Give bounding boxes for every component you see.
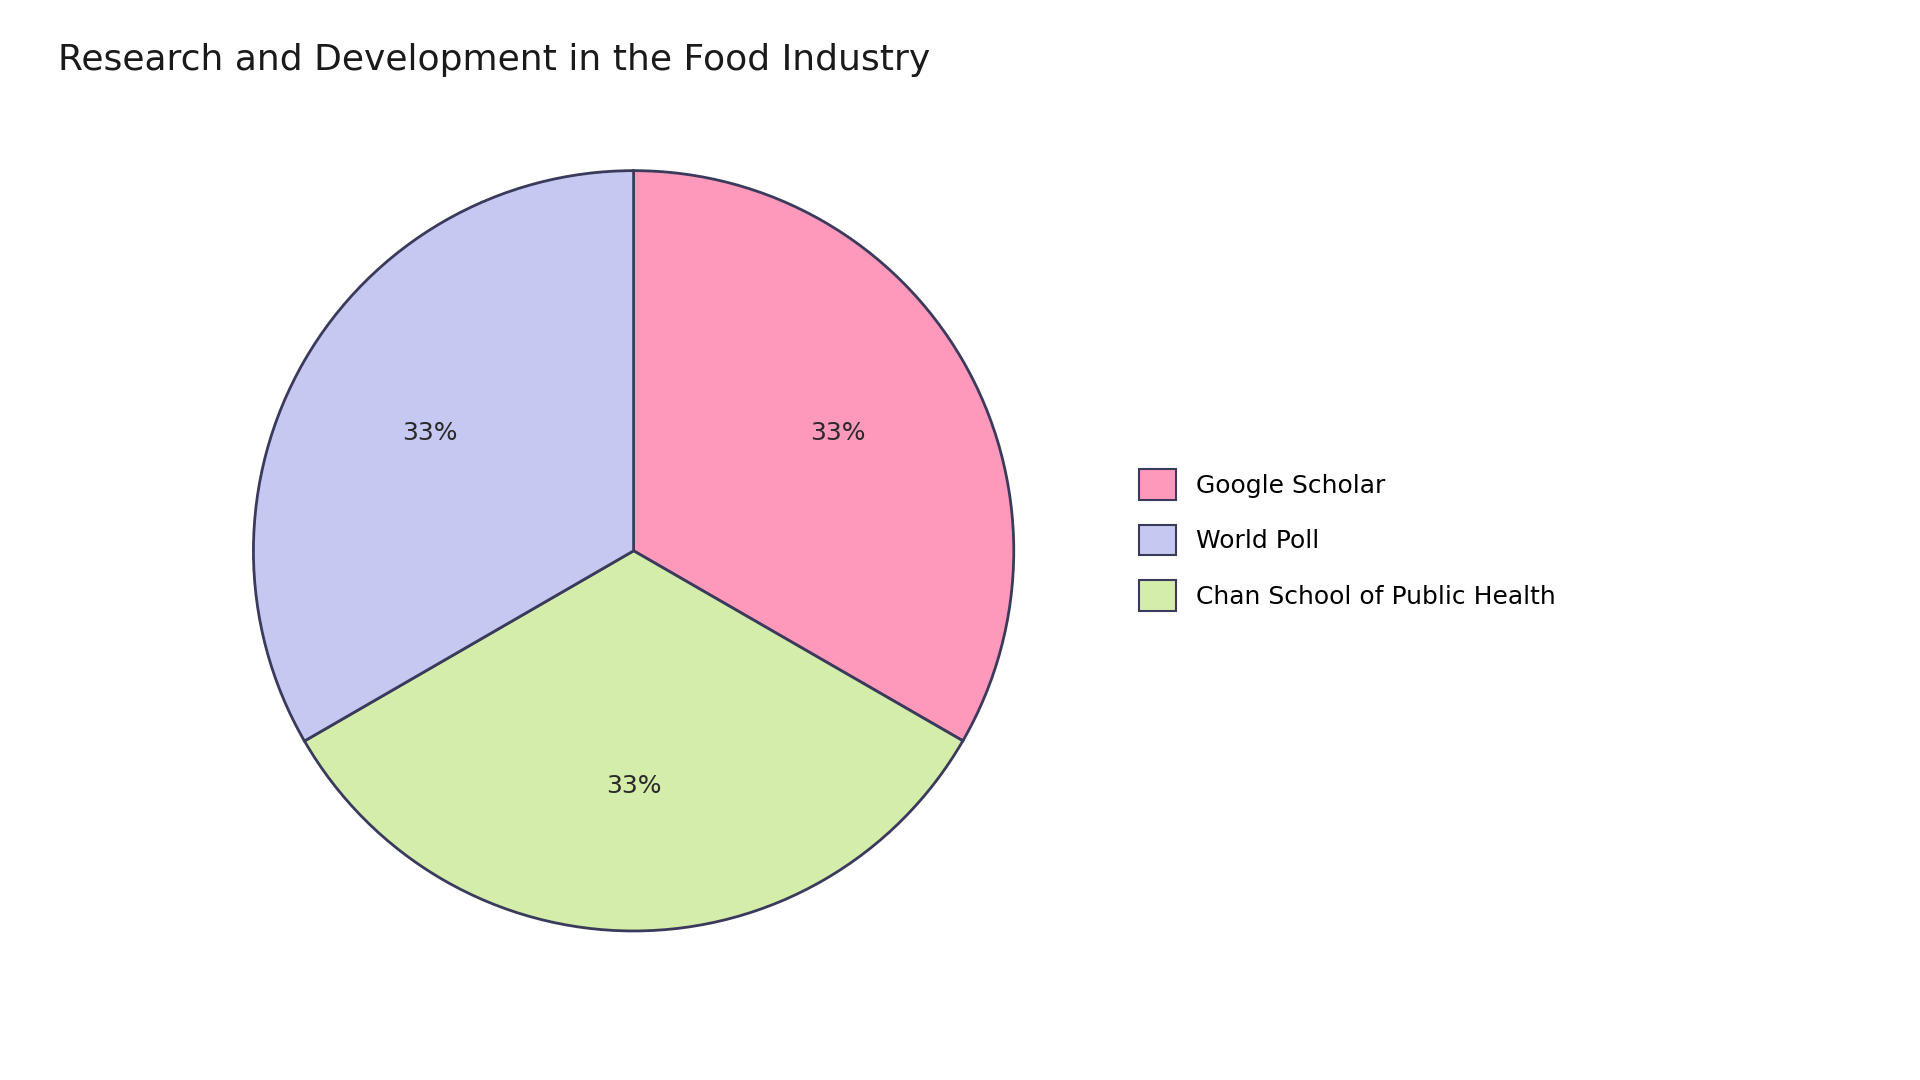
Wedge shape (305, 551, 962, 931)
Legend: Google Scholar, World Poll, Chan School of Public Health: Google Scholar, World Poll, Chan School … (1127, 457, 1569, 623)
Text: 33%: 33% (401, 421, 457, 445)
Wedge shape (634, 171, 1014, 741)
Text: Research and Development in the Food Industry: Research and Development in the Food Ind… (58, 43, 929, 77)
Wedge shape (253, 171, 634, 741)
Text: 33%: 33% (810, 421, 866, 445)
Text: 33%: 33% (607, 774, 660, 798)
